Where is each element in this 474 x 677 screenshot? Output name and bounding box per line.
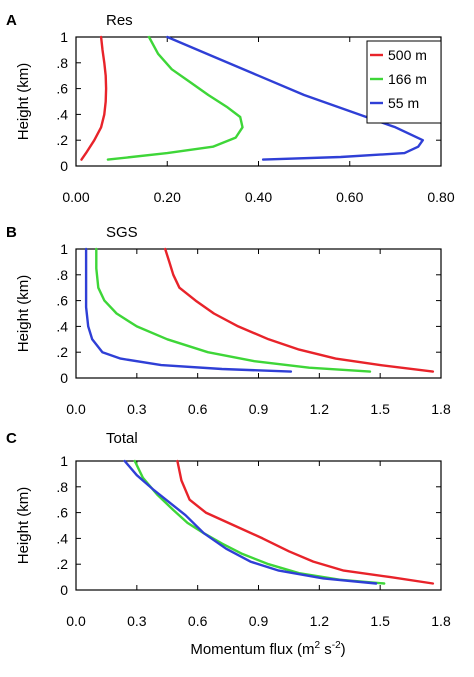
series-line-55m	[166, 35, 424, 161]
panel-a: A Res Height (km) 0.00 0.20 0.40 0.60 0.80 0 .2 .4…	[6, 12, 455, 205]
x-tick-label: 1.5	[370, 401, 390, 417]
y-tick-label: 1	[60, 241, 68, 257]
y-tick-label: .6	[56, 293, 68, 309]
series-line-166m	[95, 247, 372, 373]
x-tick-label: 1.8	[431, 613, 451, 629]
x-tick-label: 0.00	[62, 189, 89, 205]
series-line-166m	[106, 35, 244, 161]
x-tick-label: 0.9	[249, 401, 269, 417]
y-tick-label: 0	[60, 158, 68, 174]
x-tick-label: 0.3	[127, 401, 147, 417]
y-tick-label: .2	[56, 132, 68, 148]
panel-title: SGS	[106, 224, 138, 241]
panel-letter: A	[6, 12, 17, 29]
panel-title: Res	[106, 12, 133, 29]
x-tick-label: 0.80	[427, 189, 454, 205]
x-tick-label: 0.3	[127, 613, 147, 629]
x-tick-label: 0.9	[249, 613, 269, 629]
x-tick-label: 0.0	[66, 401, 86, 417]
y-tick-label: .8	[56, 267, 68, 283]
series-line-500m	[176, 459, 435, 585]
plot-frame	[75, 248, 442, 379]
x-tick-label: 1.2	[310, 613, 330, 629]
panel-letter: B	[6, 224, 17, 241]
y-tick-label: 0	[60, 582, 68, 598]
y-tick-label: .4	[56, 106, 68, 122]
panel-letter: C	[6, 430, 17, 447]
y-tick-label: .6	[56, 505, 68, 521]
series-line-500m	[163, 247, 435, 373]
y-axis-label: Height (km)	[15, 487, 32, 565]
y-tick-label: 1	[60, 29, 68, 45]
y-tick-label: .4	[56, 318, 68, 334]
y-tick-label: .2	[56, 344, 68, 360]
series-line-55m	[84, 247, 293, 373]
y-tick-label: .4	[56, 530, 68, 546]
x-axis-label: Momentum flux (m2 s-2)	[190, 640, 345, 658]
x-tick-label: 1.5	[370, 613, 390, 629]
x-tick-label: 0.60	[336, 189, 363, 205]
panel-title: Total	[106, 430, 138, 447]
series-line-55m	[123, 459, 378, 585]
x-tick-label: 0.6	[188, 613, 208, 629]
x-tick-label: 0.0	[66, 613, 86, 629]
x-tick-label: 0.20	[154, 189, 181, 205]
y-tick-label: .2	[56, 556, 68, 572]
legend-label: 500 m	[388, 47, 427, 63]
x-tick-label: 1.2	[310, 401, 330, 417]
y-tick-label: .8	[56, 55, 68, 71]
legend-label: 166 m	[388, 71, 427, 87]
y-axis-label: Height (km)	[15, 275, 32, 353]
series-line-500m	[80, 35, 108, 161]
plot-frame	[75, 460, 442, 591]
x-tick-label: 1.8	[431, 401, 451, 417]
y-tick-label: 0	[60, 370, 68, 386]
y-tick-label: 1	[60, 453, 68, 469]
x-tick-label: 0.6	[188, 401, 208, 417]
legend-label: 55 m	[388, 95, 419, 111]
y-tick-label: .8	[56, 479, 68, 495]
x-tick-label: 0.40	[245, 189, 272, 205]
y-tick-label: .6	[56, 81, 68, 97]
y-axis-label: Height (km)	[15, 63, 32, 141]
